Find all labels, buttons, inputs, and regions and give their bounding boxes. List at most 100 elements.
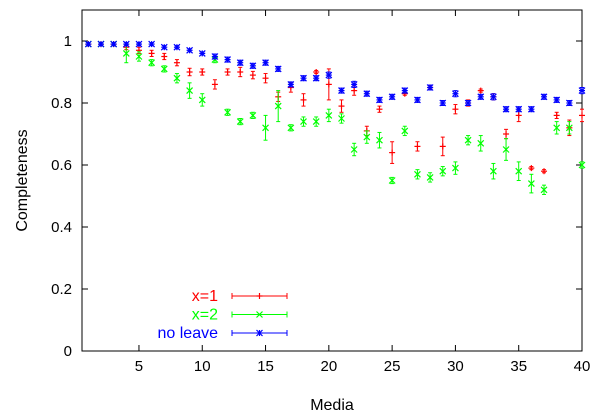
data-point (376, 96, 383, 104)
marker-stroke (527, 105, 535, 113)
marker-stroke (236, 118, 244, 126)
marker-stroke (414, 96, 421, 104)
x-tick-label: 10 (194, 358, 211, 375)
data-point (160, 65, 168, 73)
data-point (565, 99, 573, 107)
x-axis-label: Media (310, 397, 354, 414)
marker-stroke (224, 108, 231, 116)
data-point (451, 164, 459, 172)
x-tick-label: 35 (510, 358, 527, 375)
data-point (489, 167, 497, 175)
data-point (540, 93, 548, 101)
y-tick-label: 1 (64, 33, 72, 50)
data-point (503, 131, 510, 137)
marker-stroke (414, 170, 421, 178)
data-point (502, 146, 510, 153)
data-point (515, 105, 523, 113)
y-tick-label: 0.4 (51, 219, 72, 236)
marker-stroke (401, 127, 409, 135)
marker-stroke (160, 43, 168, 51)
data-point (148, 59, 156, 67)
data-point (211, 56, 219, 64)
data-point (426, 84, 434, 91)
marker-stroke (300, 118, 307, 126)
marker-stroke (211, 56, 219, 64)
marker-stroke (388, 177, 396, 184)
data-point (363, 133, 371, 141)
data-point (527, 105, 535, 113)
plot-border (81, 9, 583, 352)
marker-stroke (135, 53, 143, 60)
data-point (312, 74, 320, 82)
data-point (553, 112, 560, 119)
marker-stroke (160, 65, 168, 73)
data-point (300, 118, 307, 126)
data-point (464, 136, 472, 144)
marker-stroke (325, 71, 333, 79)
marker-stroke (515, 167, 523, 175)
data-point (249, 72, 256, 79)
series-x-1 (85, 41, 585, 175)
data-point (477, 139, 485, 147)
marker-stroke (489, 93, 497, 101)
data-point (262, 124, 269, 132)
marker-stroke (325, 111, 333, 119)
data-point (135, 40, 143, 48)
data-point (236, 118, 244, 126)
marker-stroke (451, 90, 459, 98)
data-point (287, 124, 295, 132)
data-point (578, 161, 586, 169)
data-point (224, 108, 231, 116)
data-point (338, 103, 345, 110)
data-point (414, 170, 421, 178)
marker-stroke (122, 49, 130, 57)
marker-stroke (489, 167, 497, 175)
marker-stroke (198, 49, 206, 57)
data-point (300, 74, 307, 82)
data-point (541, 168, 548, 175)
data-point (376, 106, 383, 113)
marker-stroke (553, 96, 561, 104)
data-point (553, 96, 561, 104)
marker-stroke (312, 118, 320, 126)
marker-stroke (262, 124, 269, 132)
data-point (414, 143, 421, 150)
data-point (148, 40, 156, 48)
marker-stroke (287, 80, 295, 88)
marker-stroke (97, 40, 105, 48)
data-point (274, 102, 282, 110)
data-point (148, 50, 155, 57)
x-tick-label: 40 (574, 358, 591, 375)
marker-stroke (110, 40, 118, 48)
data-point (540, 186, 548, 194)
data-point (515, 167, 523, 175)
data-point (249, 111, 257, 119)
legend-marker (256, 293, 263, 299)
data-point (198, 49, 206, 57)
data-point (389, 149, 396, 156)
data-point (439, 143, 446, 150)
y-tick-label: 0.2 (51, 281, 72, 298)
x-tick-label: 15 (257, 358, 274, 375)
data-point (173, 43, 181, 51)
data-point (401, 127, 409, 135)
legend: x=1 x=2no leave (158, 288, 288, 342)
data-point (186, 69, 193, 75)
series-no-leave (84, 40, 586, 113)
marker-stroke (553, 124, 561, 132)
data-point (338, 87, 345, 95)
data-point (211, 53, 219, 60)
marker-stroke (477, 139, 485, 147)
marker-stroke (350, 146, 358, 153)
data-point (578, 87, 586, 95)
data-point (363, 90, 371, 98)
x-tick-label: 20 (320, 358, 337, 375)
marker-stroke (236, 59, 244, 67)
data-point (312, 118, 320, 126)
data-point (388, 177, 396, 184)
data-point (199, 69, 206, 75)
data-point (274, 65, 282, 73)
marker-stroke (173, 74, 181, 82)
data-point (122, 49, 130, 57)
